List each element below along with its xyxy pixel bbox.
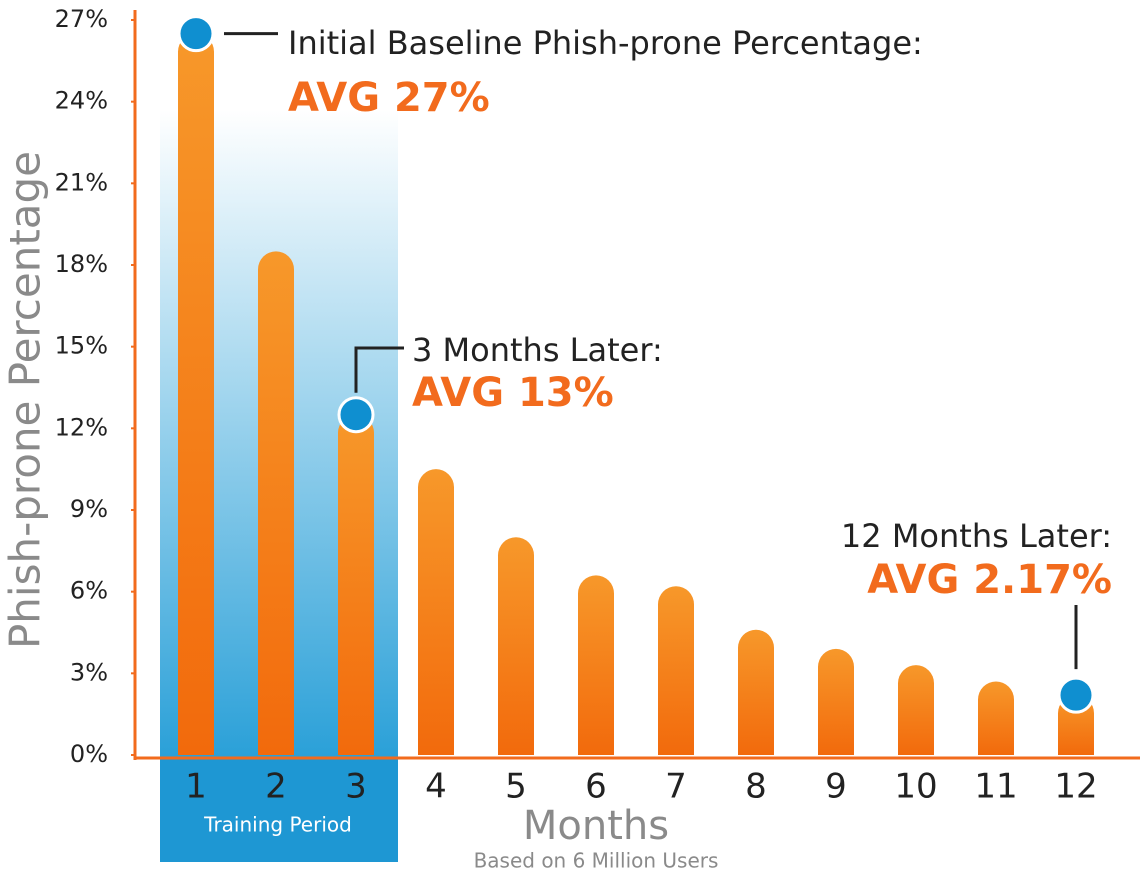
y-tick-label: 0%: [70, 740, 108, 768]
bar: [418, 469, 455, 755]
highlight-dot: [177, 15, 215, 53]
x-tick-label: 7: [665, 767, 687, 807]
bar: [578, 575, 614, 755]
leader-line: [354, 346, 404, 393]
bar: [498, 537, 534, 755]
period-label: Training Period: [203, 813, 352, 837]
x-tick-label: 10: [894, 767, 937, 807]
y-tick-label: 6%: [70, 577, 108, 605]
bar: [178, 33, 214, 756]
bar: [338, 414, 374, 755]
y-tick-label: 27%: [55, 5, 108, 33]
y-axis-label: Phish-prone Percentage: [1, 151, 50, 649]
y-tick-label: 3%: [70, 658, 108, 686]
annotation-value: AVG 2.17%: [867, 557, 1112, 603]
x-tick-label: 5: [505, 767, 527, 807]
bar: [738, 629, 774, 755]
highlight-dot: [337, 396, 375, 434]
x-tick-label: 11: [974, 767, 1017, 807]
annotation-value: AVG 27%: [288, 75, 490, 121]
x-tick-label: 9: [825, 767, 847, 807]
x-axis-sublabel: Based on 6 Million Users: [474, 849, 719, 873]
y-tick-label: 15%: [55, 332, 108, 360]
y-tick-label: 21%: [55, 168, 108, 196]
bar: [258, 251, 294, 755]
x-tick-label: 6: [585, 767, 607, 807]
annotation-label: 3 Months Later:: [412, 331, 663, 369]
x-tick-label: 1: [185, 767, 207, 807]
bar: [658, 586, 694, 755]
y-tick-label: 9%: [70, 495, 108, 523]
x-axis-label: Months: [523, 803, 669, 849]
annotation-label: 12 Months Later:: [841, 517, 1112, 555]
annotation-value: AVG 13%: [412, 370, 614, 416]
training-box: [160, 758, 398, 862]
bar: [818, 648, 854, 755]
x-tick-label: 12: [1054, 767, 1097, 807]
x-tick-label: 4: [425, 767, 447, 807]
bar: [978, 681, 1014, 755]
bar: [898, 665, 934, 755]
y-tick-label: 24%: [55, 87, 108, 115]
x-tick-label: 2: [265, 767, 287, 807]
highlight-dot: [1057, 676, 1095, 714]
x-tick-label: 8: [745, 767, 767, 807]
annotation-label: Initial Baseline Phish-prone Percentage:: [288, 24, 923, 62]
x-tick-label: 3: [345, 767, 367, 807]
y-tick-label: 18%: [55, 250, 108, 278]
y-tick-label: 12%: [55, 413, 108, 441]
